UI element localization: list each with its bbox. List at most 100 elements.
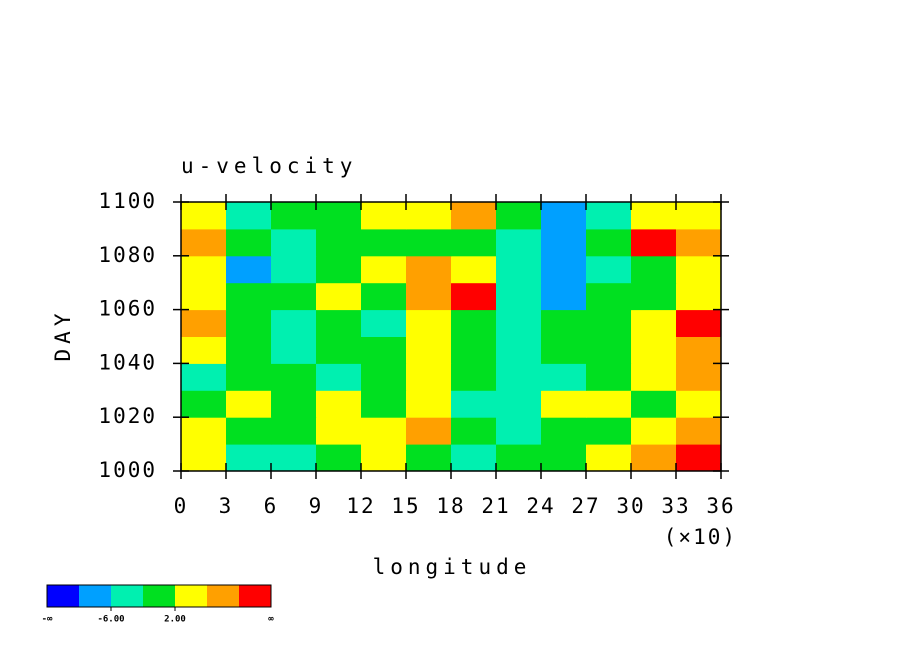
field-cell [271, 309, 317, 337]
field-cell [226, 309, 272, 337]
field-cell [586, 444, 632, 472]
field-cell [451, 417, 497, 445]
field-cell [676, 255, 722, 284]
y-tick-label: 1080 [98, 243, 157, 267]
field-cell [451, 202, 497, 230]
field-cell [316, 228, 362, 257]
field-cell [361, 336, 407, 364]
colorbar-end-label: ∞ [268, 615, 274, 625]
field-cell [541, 444, 587, 472]
field-cell [541, 336, 587, 364]
colorbar-swatch [207, 585, 239, 607]
field-cell [676, 309, 722, 337]
chart-title: u-velocity [181, 154, 357, 178]
field-cell [406, 255, 452, 284]
field-cell [226, 202, 272, 230]
field-cell [406, 336, 452, 364]
field-cell [226, 390, 272, 418]
field-cell [541, 282, 587, 311]
colorbar-tick-label: -6.00 [97, 615, 124, 625]
x-tick-label: 27 [571, 494, 600, 518]
field-cell [271, 336, 317, 364]
field-cell [631, 255, 677, 284]
field-cell [451, 282, 497, 311]
field-cell [676, 390, 722, 418]
field-cell [181, 228, 227, 257]
x-tick-label: 3 [219, 494, 234, 518]
field-cell [541, 363, 587, 391]
colorbar-swatch [111, 585, 143, 607]
field-cell [451, 444, 497, 472]
y-axis-label: DAY [51, 309, 75, 362]
colorbar-tick-label: 2.00 [164, 615, 186, 625]
x-tick-label: 21 [481, 494, 510, 518]
field-cell [541, 202, 587, 230]
field-cell [271, 363, 317, 391]
field-cell [586, 417, 632, 445]
field-cell [586, 363, 632, 391]
field-cell [631, 444, 677, 472]
field-cell [406, 202, 452, 230]
y-tick-label: 1040 [98, 350, 157, 374]
field-cell [676, 282, 722, 311]
field-cell [271, 390, 317, 418]
colorbar-end-label: -∞ [42, 615, 53, 625]
field-cell [271, 282, 317, 311]
field-cell [181, 202, 227, 230]
x-scale-label: (×10) [664, 525, 737, 549]
field-cell [631, 282, 677, 311]
field-cell [496, 255, 542, 284]
x-axis-label: longitude [373, 555, 532, 579]
field-cell [406, 228, 452, 257]
field-cell [226, 228, 272, 257]
field-cell [631, 390, 677, 418]
field-cell [676, 228, 722, 257]
field-cell [631, 363, 677, 391]
field-cell [316, 202, 362, 230]
field-cell [361, 390, 407, 418]
x-tick-label: 15 [391, 494, 420, 518]
y-tick-label: 1020 [98, 404, 157, 428]
field-cell [496, 309, 542, 337]
field-cell [451, 309, 497, 337]
x-tick-label: 0 [174, 494, 189, 518]
field-cell [226, 363, 272, 391]
field-cell [316, 282, 362, 311]
field-cell [181, 417, 227, 445]
field-cell [676, 202, 722, 230]
field [181, 202, 722, 472]
field-cell [226, 444, 272, 472]
field-cell [451, 336, 497, 364]
field-cell [361, 282, 407, 311]
field-cell [451, 255, 497, 284]
field-cell [271, 228, 317, 257]
field-cell [406, 309, 452, 337]
y-tick-label: 1060 [98, 297, 157, 321]
x-tick-label: 24 [526, 494, 555, 518]
colorbar-swatch [143, 585, 175, 607]
field-cell [226, 417, 272, 445]
field-cell [496, 336, 542, 364]
field-cell [181, 309, 227, 337]
field-cell [181, 363, 227, 391]
field-cell [496, 417, 542, 445]
field-cell [361, 417, 407, 445]
field-cell [496, 228, 542, 257]
field-cell [496, 444, 542, 472]
field-cell [631, 309, 677, 337]
field-cell [361, 255, 407, 284]
field-cell [586, 202, 632, 230]
field-cell [316, 336, 362, 364]
field-cell [406, 417, 452, 445]
field-cell [586, 336, 632, 364]
field-cell [181, 282, 227, 311]
field-cell [586, 309, 632, 337]
field-cell [676, 444, 722, 472]
field-cell [271, 255, 317, 284]
field-cell [316, 255, 362, 284]
field-cell [586, 228, 632, 257]
field-cell [316, 363, 362, 391]
y-tick-label: 1000 [98, 458, 157, 482]
field-cell [361, 444, 407, 472]
